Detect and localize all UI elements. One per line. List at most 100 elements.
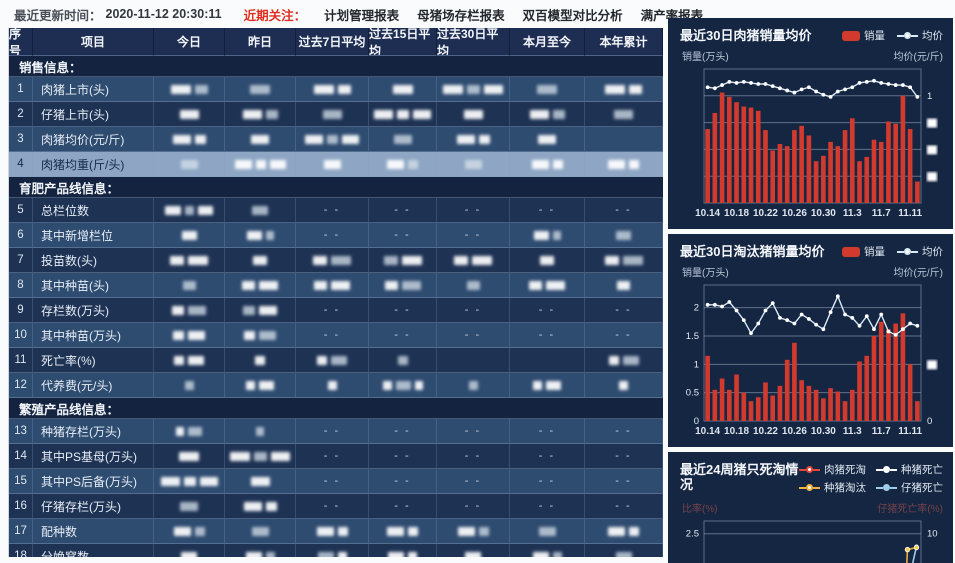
empty-value-dash: - - <box>394 204 411 216</box>
topbar-link[interactable]: 母猪场存栏报表 <box>417 8 505 23</box>
redacted-value <box>414 380 423 390</box>
redacted-value <box>533 380 542 390</box>
table-value-cell <box>154 419 225 444</box>
redacted-value <box>552 109 565 119</box>
table-value-cell <box>154 469 225 494</box>
redacted-value <box>622 255 643 265</box>
row-item-name: 投苗数(头) <box>33 248 154 273</box>
table-row[interactable]: 3 肉猪均价(元/斤) <box>9 127 663 152</box>
table-row[interactable]: 17 配种数 <box>9 519 663 544</box>
redacted-value <box>180 501 198 511</box>
redacted-value <box>608 526 625 536</box>
table-value-cell <box>585 102 663 127</box>
table-value-cell <box>369 519 437 544</box>
svg-text:0: 0 <box>694 416 699 427</box>
table-value-cell: - - <box>510 419 585 444</box>
table-row[interactable]: 12 代养费(元/头) <box>9 373 663 398</box>
redacted-value <box>160 476 180 486</box>
redacted-value <box>468 380 478 390</box>
redacted-value <box>269 159 286 169</box>
svg-text:10.26: 10.26 <box>782 426 807 437</box>
table-header-cell: 本年累计 <box>585 28 663 56</box>
table-header-cell: 昨日 <box>225 28 296 56</box>
table-row[interactable]: 7 投苗数(头) <box>9 248 663 273</box>
redacted-value <box>629 84 642 94</box>
topbar-link[interactable]: 计划管理报表 <box>324 8 400 23</box>
legend-bar-swatch-icon <box>842 246 860 257</box>
table-row[interactable]: 10 其中种苗(万头) - - - - - - - - - - <box>9 323 663 348</box>
redacted-value <box>327 134 338 144</box>
table-row[interactable]: 9 存栏数(万头) - - - - - - - - - - <box>9 298 663 323</box>
redacted-value <box>265 551 275 557</box>
table-row[interactable]: 2 仔猪上市(头) <box>9 102 663 127</box>
table-value-cell <box>296 348 369 373</box>
table-value-cell <box>225 323 296 348</box>
table-value-cell <box>585 544 663 557</box>
empty-value-dash: - - <box>464 229 482 241</box>
row-item-name: 其中种苗(万头) <box>33 323 154 348</box>
redacted-value <box>397 355 408 365</box>
topbar-links: 计划管理报表 母猪场存栏报表 双百模型对比分析 满产率报表 <box>306 5 703 24</box>
table-section-header: 育肥产品线信息： <box>9 177 663 198</box>
redacted-value <box>331 355 347 365</box>
updated-time-value: 2020-11-12 20:30:11 <box>105 7 222 21</box>
redacted-value <box>271 451 290 461</box>
empty-value-dash: - - <box>323 425 341 437</box>
redacted-value <box>323 159 341 169</box>
legend-item[interactable]: 肉猪死淘 <box>799 462 866 477</box>
table-row[interactable]: 16 仔猪存栏(万头) - - - - - - - - - - <box>9 494 663 519</box>
table-row[interactable]: 15 其中PS后备(万头) - - - - - - - - - - <box>9 469 663 494</box>
table-row[interactable]: 8 其中种苗(头) <box>9 273 663 298</box>
legend-label: 均价 <box>922 30 943 42</box>
table-value-cell: - - <box>510 323 585 348</box>
legend-item[interactable]: 种猪死亡 <box>876 462 943 477</box>
svg-text:10.30: 10.30 <box>811 426 836 437</box>
table-row[interactable]: 6 其中新增栏位 - - - - - - <box>9 223 663 248</box>
table-value-cell: - - <box>296 198 369 223</box>
legend-label: 均价 <box>922 246 943 258</box>
legend-item[interactable]: 仔猪死亡 <box>876 480 943 495</box>
table-value-cell <box>225 298 296 323</box>
svg-text:10.30: 10.30 <box>811 208 836 219</box>
svg-text:2.5: 2.5 <box>686 529 699 540</box>
table-value-cell: - - <box>585 494 663 519</box>
redacted-value <box>250 476 270 486</box>
table-row[interactable]: 13 种猪存栏(万头) - - - - - - - - - - <box>9 419 663 444</box>
table-value-cell <box>510 77 585 102</box>
chart-title: 最近24周猪只死淘情况 <box>680 462 799 492</box>
table-row[interactable]: 18 分娩窝数 <box>9 544 663 557</box>
redacted-value <box>188 255 208 265</box>
legend-item[interactable]: 均价 <box>897 28 943 43</box>
table-header-cell: 过去15日平均 <box>369 28 437 56</box>
redacted-value <box>529 109 549 119</box>
redacted-value <box>253 255 267 265</box>
legend-line-swatch-icon <box>876 466 897 473</box>
table-header-cell: 序号 <box>9 28 33 56</box>
table-row[interactable]: 14 其中PS基母(万头) - - - - - - - - - - <box>9 444 663 469</box>
legend-item[interactable]: 销量 <box>842 28 885 43</box>
row-item-name: 分娩窝数 <box>33 544 154 557</box>
empty-value-dash: - - <box>323 204 341 216</box>
table-row[interactable]: 11 死亡率(%) <box>9 348 663 373</box>
table-value-cell <box>510 248 585 273</box>
table-row[interactable]: 5 总栏位数 - - - - - - - - - - <box>9 198 663 223</box>
row-item-name: 种猪存栏(万头) <box>33 419 154 444</box>
table-row[interactable]: 4 肉猪均重(斤/头) <box>9 152 663 177</box>
table-value-cell <box>154 348 225 373</box>
table-header-cell: 过去30日平均 <box>437 28 510 56</box>
hog-sales-chart-plot[interactable]: 1 10.14 10.18 10.22 10.26 10.30 11.3 11.7 11.11 <box>668 63 953 221</box>
legend-item[interactable]: 种猪淘汰 <box>799 480 866 495</box>
topbar-link[interactable]: 双百模型对比分析 <box>522 8 623 23</box>
row-item-name: 总栏位数 <box>33 198 154 223</box>
row-number: 1 <box>9 77 33 102</box>
legend-item[interactable]: 均价 <box>897 244 943 259</box>
empty-value-dash: - - <box>615 425 632 437</box>
table-value-cell: - - <box>437 223 510 248</box>
mortality-chart-plot[interactable]: 1.522.56810 <box>668 515 953 563</box>
empty-value-dash: - - <box>394 329 411 341</box>
legend-item[interactable]: 销量 <box>842 244 885 259</box>
table-header-row: 序号 项目 今日 昨日 过去7日平均 过去15日平均 过去30日平均 本月至今 本年累计 <box>9 28 663 56</box>
redacted-value <box>322 109 342 119</box>
table-row[interactable]: 1 肉猪上市(头) <box>9 77 663 102</box>
